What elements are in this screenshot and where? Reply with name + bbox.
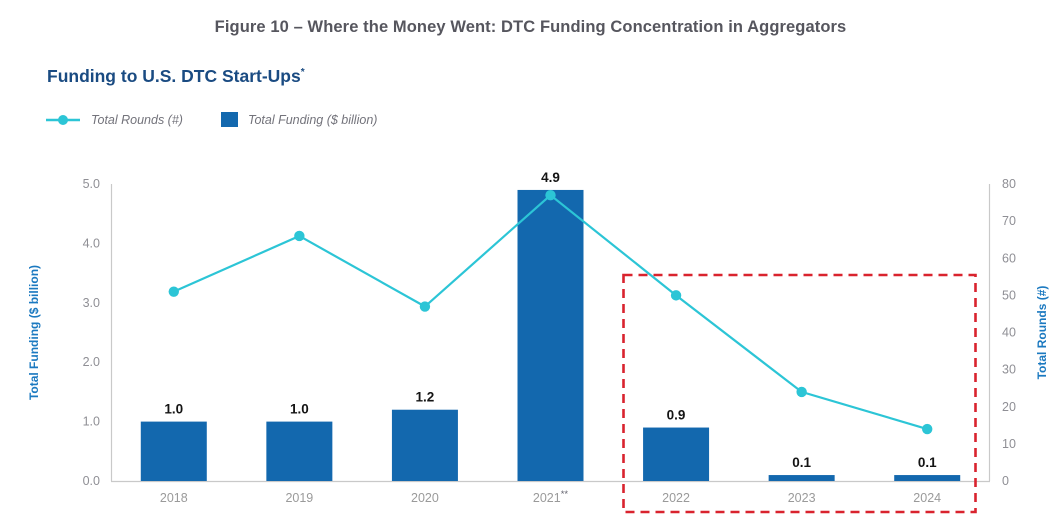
- right-axis-tick-label: 20: [1002, 400, 1016, 414]
- bar-2018: [140, 421, 207, 481]
- bar-2020: [391, 409, 458, 481]
- x-axis-label: 2021**: [533, 489, 569, 505]
- right-axis-tick-label: 60: [1002, 251, 1016, 265]
- right-axis-tick-label: 40: [1002, 326, 1016, 340]
- x-axis-label: 2018: [160, 491, 188, 505]
- right-axis-tick-label: 80: [1002, 177, 1016, 191]
- line-point-2022: [670, 290, 682, 301]
- bar-value-label: 0.1: [918, 455, 937, 470]
- line-point-2018: [168, 286, 179, 297]
- legend-label-total-funding: Total Funding ($ billion): [247, 112, 378, 127]
- legend-label-total-rounds: Total Rounds (#): [91, 112, 183, 127]
- left-axis-tick-label: 5.0: [83, 177, 100, 191]
- left-axis-title: Total Funding ($ billion): [27, 265, 41, 400]
- right-axis-tick-label: 10: [1002, 437, 1016, 451]
- bar-value-label: 1.2: [416, 390, 435, 405]
- right-axis-tick-label: 70: [1002, 214, 1016, 228]
- chart-legend: Total Rounds (#) Total Funding ($ billio…: [45, 112, 377, 127]
- blue-square-icon: [220, 112, 238, 127]
- x-axis-label: 2019: [285, 491, 313, 505]
- left-axis-tick-label: 1.0: [83, 415, 100, 429]
- x-axis-label-footnote-marker: **: [561, 489, 569, 500]
- bar-2019: [266, 421, 333, 481]
- bar-2021: [517, 189, 584, 481]
- line-point-2021: [545, 189, 556, 201]
- line-point-2019: [294, 230, 305, 242]
- bar-2022: [643, 427, 710, 481]
- right-axis-tick-label: 50: [1002, 288, 1016, 302]
- left-axis-tick-label: 4.0: [83, 236, 100, 250]
- highlight-box-2022-2024: [622, 273, 977, 514]
- line-point-2024: [922, 423, 933, 435]
- legend-item-total-rounds: Total Rounds (#): [45, 113, 183, 127]
- bar-value-label: 0.1: [792, 455, 811, 470]
- teal-line-dot-icon: [45, 114, 81, 126]
- funding-combo-chart: 0.0 1.0 2.0 3.0 4.0 5.0 0 10 20 30 40 50 60 70 80 Total…: [27, 170, 1049, 514]
- figure-title: Figure 10 – Where the Money Went: DTC Fu…: [214, 18, 847, 36]
- right-axis-tick-label: 0: [1002, 474, 1009, 488]
- left-axis-tick-label: 3.0: [83, 296, 100, 310]
- line-point-2023: [796, 386, 807, 398]
- x-axis-label: 2023: [788, 491, 816, 505]
- legend-item-total-funding: Total Funding ($ billion): [220, 112, 378, 127]
- right-axis-tick-label: 30: [1002, 363, 1016, 377]
- bar-value-label: 0.9: [667, 408, 686, 423]
- left-axis-tick-label: 0.0: [83, 474, 100, 488]
- bar-value-label: 4.9: [541, 170, 560, 185]
- right-axis-title: Total Rounds (#): [1035, 286, 1049, 380]
- bar-2023: [768, 475, 835, 481]
- chart-subtitle: Funding to U.S. DTC Start-Ups*: [47, 66, 305, 87]
- x-axis-label: 2020: [411, 491, 439, 505]
- bar-value-label: 1.0: [164, 402, 183, 417]
- bar-value-label: 1.0: [290, 402, 309, 417]
- chart-subtitle-text: Funding to U.S. DTC Start-Ups: [47, 66, 301, 86]
- line-point-2020: [419, 301, 431, 312]
- x-axis-label: 2022: [662, 491, 690, 505]
- subtitle-footnote-marker: *: [300, 67, 305, 79]
- left-axis-tick-label: 2.0: [83, 355, 100, 369]
- bar-2024: [894, 475, 961, 481]
- x-axis-label: 2024: [913, 491, 941, 505]
